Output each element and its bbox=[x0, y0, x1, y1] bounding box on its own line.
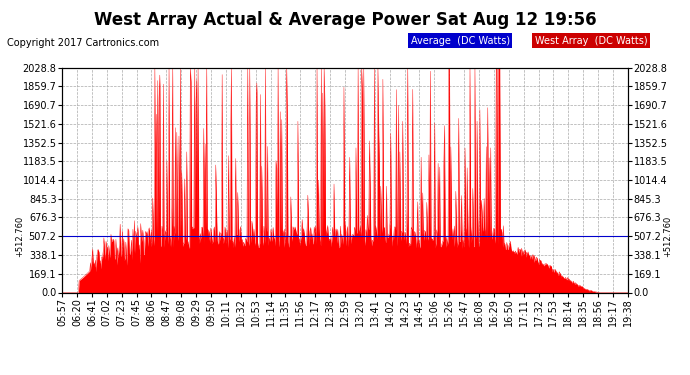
Text: West Array  (DC Watts): West Array (DC Watts) bbox=[535, 36, 647, 46]
Text: Copyright 2017 Cartronics.com: Copyright 2017 Cartronics.com bbox=[7, 38, 159, 48]
Text: +512.760: +512.760 bbox=[15, 216, 24, 257]
Text: Average  (DC Watts): Average (DC Watts) bbox=[411, 36, 510, 46]
Text: West Array Actual & Average Power Sat Aug 12 19:56: West Array Actual & Average Power Sat Au… bbox=[94, 11, 596, 29]
Text: +512.760: +512.760 bbox=[663, 216, 672, 257]
